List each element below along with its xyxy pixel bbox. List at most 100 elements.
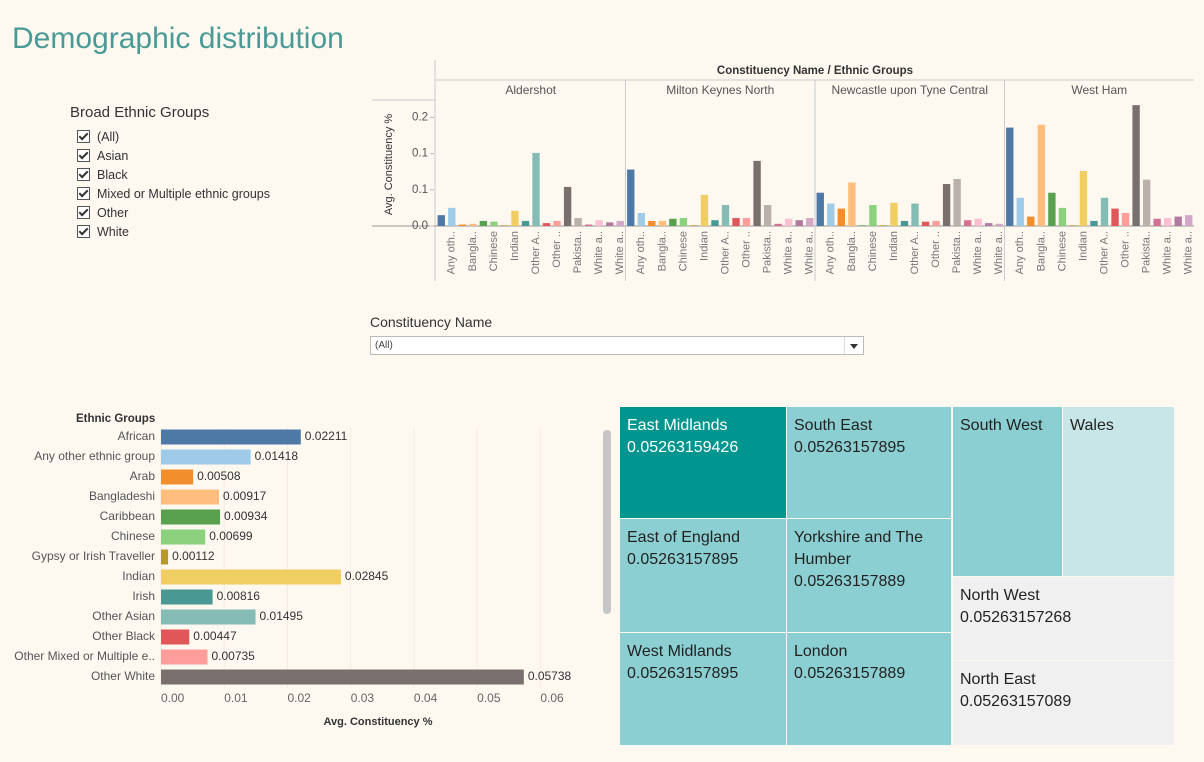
bar: [458, 224, 467, 226]
x-tick-label: White a..: [614, 231, 626, 274]
bar: [648, 220, 656, 226]
x-tick-label: Indian: [698, 231, 710, 261]
bar: [553, 220, 561, 226]
dropdown-value: (All): [375, 340, 393, 351]
bar: [161, 509, 221, 525]
category-label: Other White: [91, 669, 155, 683]
value-label: 0.02211: [305, 429, 348, 443]
bar: [1006, 127, 1014, 226]
bar: [511, 210, 519, 226]
x-tick-label: White a..: [783, 231, 795, 274]
tile-name: North East: [960, 671, 1036, 688]
checkbox[interactable]: [77, 130, 90, 143]
option-label: White: [97, 224, 129, 239]
bar: [1153, 218, 1161, 226]
category-label: Arab: [130, 469, 156, 483]
panel-label: West Ham: [1071, 83, 1127, 97]
x-tick-label: White a..: [1162, 231, 1174, 274]
filter-option[interactable]: Mixed or Multiple ethnic groups: [70, 184, 330, 203]
value-label: 0.00508: [197, 469, 241, 483]
bar: [161, 589, 213, 605]
bar: [563, 186, 572, 226]
x-tick-label: Chinese: [677, 231, 689, 271]
category-label: African: [118, 429, 155, 443]
tile-name: East of England: [627, 529, 740, 546]
category-label: Other Black: [92, 629, 156, 643]
bar: [1100, 197, 1109, 226]
filter-option[interactable]: Asian: [70, 146, 330, 165]
x-tick-label: Indian: [509, 231, 521, 261]
dropdown-arrow[interactable]: [844, 337, 863, 354]
x-tick-label: Chinese: [1056, 231, 1068, 271]
tile-value: 0.05263159426: [627, 439, 739, 456]
treemap-tile: London 0.05263157889: [787, 633, 951, 745]
option-label: Other: [97, 205, 129, 220]
bar: [616, 220, 624, 226]
x-tick-label: Pakista..: [1141, 231, 1153, 273]
treemap-tile: North West 0.05263157268: [953, 577, 1174, 660]
bar: [161, 629, 190, 645]
bar: [161, 649, 208, 665]
value-label: 0.00699: [209, 529, 253, 543]
bar: [1111, 208, 1119, 226]
bar: [1174, 216, 1182, 226]
filter-option[interactable]: Black: [70, 165, 330, 184]
bar: [921, 221, 930, 226]
treemap-tile: Wales: [1063, 407, 1174, 576]
bar: [1132, 105, 1140, 226]
filter-option[interactable]: (All): [70, 127, 330, 146]
treemap-tile: South East 0.05263157895: [787, 407, 951, 518]
tile-value: 0.05263157268: [960, 609, 1072, 626]
bar: [161, 469, 194, 485]
tile-value: 0.05263157889: [794, 573, 906, 590]
bar: [161, 429, 301, 445]
bar: [711, 220, 719, 226]
ethnic-filter: Broad Ethnic Groups (All) Asian Black Mixed…: [70, 104, 330, 241]
y-tick-label: 0.1: [412, 148, 428, 160]
checkbox[interactable]: [77, 206, 90, 219]
x-tick-label: Other ..: [740, 231, 752, 268]
bar: [1079, 171, 1088, 226]
x-tick-label: Bangla..: [846, 231, 858, 271]
checkbox[interactable]: [77, 149, 90, 162]
checkbox[interactable]: [77, 225, 90, 238]
x-tick-label: Indian: [888, 231, 900, 261]
treemap-tile: West Midlands 0.05263157895: [620, 633, 786, 745]
x-tick-label: White a..: [593, 231, 605, 274]
category-label: Other Asian: [92, 609, 155, 623]
bar: [574, 218, 582, 226]
x-tick-label: Pakista..: [951, 231, 963, 273]
option-label: Mixed or Multiple ethnic groups: [97, 186, 270, 201]
checkbox[interactable]: [77, 168, 90, 181]
bar: [469, 223, 477, 226]
bar: [1048, 192, 1056, 226]
y-axis-label: Avg. Constituency %: [383, 114, 395, 216]
tile-value: 0.05263157889: [794, 665, 906, 682]
panel-label: Milton Keynes North: [666, 83, 774, 97]
bar: [953, 178, 961, 226]
x-tick-label: Other A..: [719, 231, 731, 274]
tile-name: South West: [960, 417, 1043, 434]
bar: [521, 220, 530, 226]
tile-value: 0.05263157895: [627, 665, 739, 682]
category-label: Any other ethnic group: [34, 449, 155, 463]
category-label: Bangladeshi: [89, 489, 155, 503]
bar: [542, 223, 551, 226]
scrollbar-thumb: [603, 430, 611, 614]
category-label: Indian: [122, 569, 155, 583]
x-tick-label: White a..: [1183, 231, 1195, 274]
treemap-tile: North East 0.05263157089: [953, 661, 1174, 745]
bar: [479, 220, 488, 226]
value-label: 0.00112: [172, 549, 215, 563]
checkbox[interactable]: [77, 187, 90, 200]
value-label: 0.01495: [260, 609, 304, 623]
dropdown[interactable]: (All): [370, 336, 864, 355]
x-tick-label: 0.06: [540, 691, 564, 705]
bar: [690, 225, 698, 226]
filter-option[interactable]: Other: [70, 203, 330, 222]
bar: [848, 182, 856, 226]
bar: [161, 549, 169, 565]
bar: [858, 225, 867, 226]
filter-option[interactable]: White: [70, 222, 330, 241]
x-tick-label: White a..: [804, 231, 816, 274]
